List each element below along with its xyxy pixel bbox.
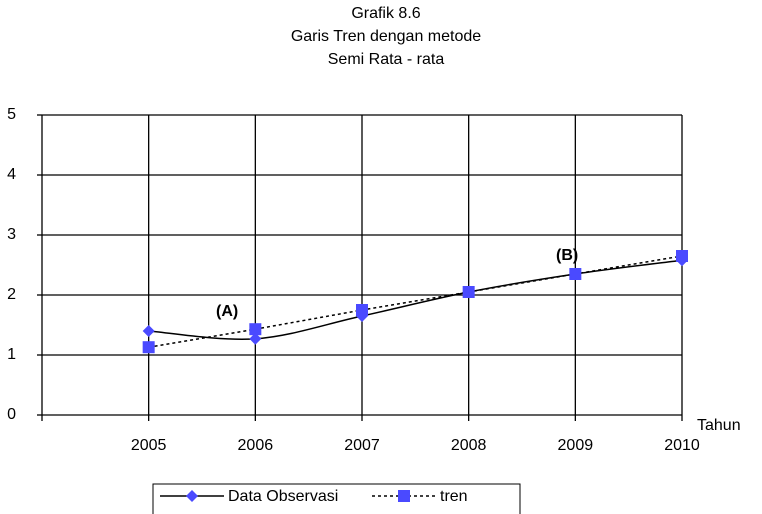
x-tick-label: 2006 [238,437,274,454]
chart-title: Garis Tren dengan metode [291,28,481,45]
y-tick-label: 3 [7,226,16,243]
data-point [249,323,262,336]
series-line [148,259,683,340]
x-tick-label: 2009 [558,437,594,454]
data-point [676,250,688,262]
series-line [148,255,683,348]
y-tick-label: 4 [7,166,16,183]
chart-title: Semi Rata - rata [328,51,445,68]
legend-label: Data Observasi [228,488,338,505]
legend-box [152,483,521,514]
legend-marker [398,490,410,502]
y-tick-label: 5 [7,106,16,123]
annotation: (B) [556,247,578,264]
data-point [462,286,475,298]
chart-title: Grafik 8.6 [351,5,420,22]
y-tick-label: 0 [7,406,16,423]
x-tick-label: 2005 [131,437,167,454]
x-tick-label: 2007 [344,437,380,454]
legend-marker [186,490,198,502]
y-tick-label: 2 [7,286,16,303]
data-point [249,332,262,345]
data-point [356,304,368,316]
data-point [142,341,155,354]
data-point [569,268,582,280]
legend-label: tren [440,488,468,505]
annotation: (A) [216,303,238,320]
data-point [142,325,155,337]
y-tick-label: 1 [7,346,16,363]
x-tick-label: 2010 [664,437,700,454]
x-tick-label: 2008 [451,437,487,454]
x-axis-label: Tahun [697,417,741,434]
